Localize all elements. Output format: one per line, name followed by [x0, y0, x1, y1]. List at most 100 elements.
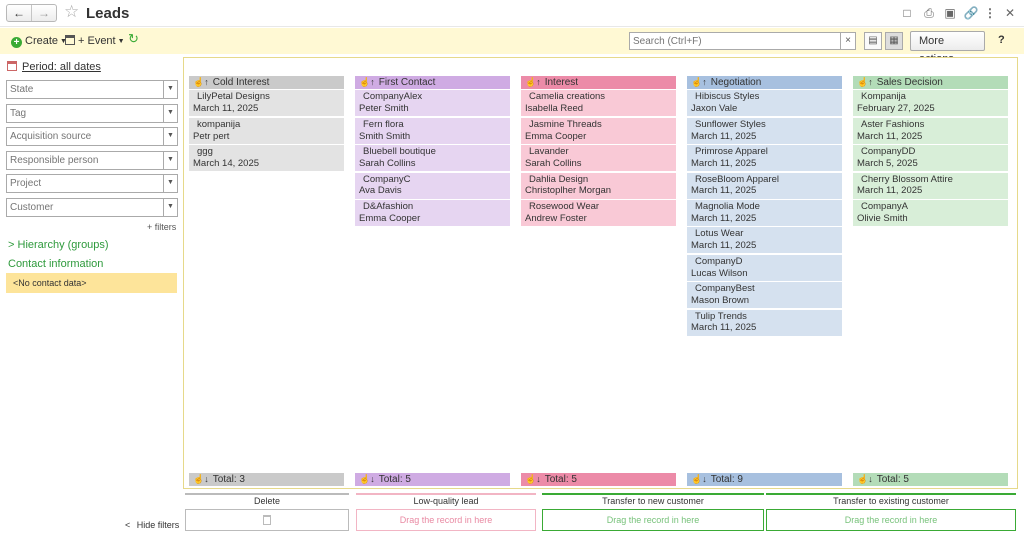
chevron-down-icon[interactable]: ▼: [163, 198, 177, 216]
clear-search-icon[interactable]: ×: [840, 33, 855, 49]
sort-down-icon[interactable]: ☝↓: [691, 474, 707, 484]
favorite-star-icon[interactable]: ☆: [64, 2, 80, 21]
filter-input[interactable]: [7, 151, 163, 169]
lead-detail: March 11, 2025: [691, 322, 757, 334]
help-button[interactable]: ?: [998, 34, 1005, 46]
lead-detail: Petr pert: [193, 130, 230, 142]
filter-input[interactable]: [7, 198, 163, 216]
sort-down-icon[interactable]: ☝↓: [857, 474, 873, 484]
filter-input[interactable]: [7, 104, 163, 122]
lead-card[interactable]: CompanyA Olivie Smith: [853, 199, 1008, 226]
lead-card[interactable]: Sunflower Styles March 11, 2025: [687, 117, 842, 144]
lead-card[interactable]: CompanyAlex Peter Smith: [355, 90, 510, 117]
chevron-down-icon[interactable]: ▼: [163, 81, 177, 98]
more-actions-button[interactable]: More actions▼: [910, 31, 985, 65]
column-header[interactable]: ☝↑ Sales Decision: [853, 76, 1008, 89]
hierarchy-toggle[interactable]: > Hierarchy (groups): [8, 239, 109, 251]
chevron-down-icon[interactable]: ▼: [163, 128, 177, 145]
refresh-icon[interactable]: ↻: [128, 31, 139, 46]
drop-target[interactable]: Drag the record in here: [356, 509, 536, 531]
filter-input[interactable]: [7, 175, 163, 192]
lead-detail: March 5, 2025: [857, 157, 918, 169]
preview-icon[interactable]: ▣: [944, 6, 956, 20]
sort-up-icon[interactable]: ☝↑: [691, 77, 707, 87]
chevron-down-icon[interactable]: ▼: [163, 151, 177, 169]
hide-filters-button[interactable]: < Hide filters: [125, 520, 179, 530]
lead-card[interactable]: Camelia creations Isabella Reed: [521, 90, 676, 117]
sort-up-icon[interactable]: ☝↑: [525, 77, 541, 87]
close-icon[interactable]: ✕: [1004, 6, 1016, 20]
filter-input[interactable]: [7, 81, 163, 98]
lead-detail: Andrew Foster: [525, 212, 587, 224]
lead-name: CompanyA: [861, 200, 908, 212]
chevron-left-icon: <: [125, 520, 131, 530]
link-icon[interactable]: 🔗: [963, 6, 979, 20]
column-total: ☝↓ Total: 9: [687, 473, 842, 486]
lead-name: Bluebell boutique: [363, 146, 436, 158]
lead-detail: Peter Smith: [359, 103, 409, 115]
total-label: Total: 5: [876, 474, 909, 485]
lead-card[interactable]: Bluebell boutique Sarah Collins: [355, 145, 510, 172]
lead-card[interactable]: CompanyDD March 5, 2025: [853, 145, 1008, 172]
lead-name: Lavander: [529, 146, 569, 158]
lead-card[interactable]: Tulip Trends March 11, 2025: [687, 309, 842, 336]
filter-input[interactable]: [7, 128, 163, 145]
lead-card[interactable]: Fern flora Smith Smith: [355, 117, 510, 144]
lead-card[interactable]: Lavander Sarah Collins: [521, 145, 676, 172]
lead-detail: Jaxon Vale: [691, 103, 738, 115]
drop-target[interactable]: Drag the record in here: [542, 509, 764, 531]
sort-up-icon[interactable]: ☝↑: [857, 77, 873, 87]
list-view-icon[interactable]: ▤: [864, 32, 882, 50]
lead-detail: Mason Brown: [691, 294, 750, 306]
lead-card[interactable]: RoseBloom Apparel March 11, 2025: [687, 172, 842, 199]
lead-card[interactable]: CompanyD Lucas Wilson: [687, 254, 842, 281]
lead-card[interactable]: D&Afashion Emma Cooper: [355, 199, 510, 226]
kanban-view-icon[interactable]: ▦: [885, 32, 903, 50]
lead-card[interactable]: Hibiscus Styles Jaxon Vale: [687, 90, 842, 117]
more-filters-link[interactable]: + filters: [147, 222, 177, 232]
lead-card[interactable]: Cherry Blossom Attire March 11, 2025: [853, 172, 1008, 199]
column-header[interactable]: ☝↑ Negotiation: [687, 76, 842, 89]
lead-card[interactable]: Rosewood Wear Andrew Foster: [521, 199, 676, 226]
search-input[interactable]: [630, 33, 840, 49]
save-icon[interactable]: □: [903, 6, 911, 20]
lead-card[interactable]: CompanyBest Mason Brown: [687, 282, 842, 309]
lead-name: LilyPetal Designs: [197, 91, 270, 103]
print-icon[interactable]: ⎙: [924, 6, 934, 20]
lead-card[interactable]: Aster Fashions March 11, 2025: [853, 117, 1008, 144]
lead-name: Jasmine Threads: [529, 118, 602, 130]
lead-name: Aster Fashions: [861, 118, 925, 130]
column-header[interactable]: ☝↑ First Contact: [355, 76, 510, 89]
lead-card[interactable]: ggg March 14, 2025: [189, 145, 344, 172]
chevron-down-icon[interactable]: ▼: [163, 175, 177, 192]
sort-down-icon[interactable]: ☝↓: [359, 474, 375, 484]
drop-target[interactable]: [185, 509, 349, 531]
lead-name: Rosewood Wear: [529, 200, 600, 212]
create-button[interactable]: + Create ▼: [11, 33, 67, 50]
sort-up-icon[interactable]: ☝↑: [193, 77, 209, 87]
lead-card[interactable]: Kompanija February 27, 2025: [853, 90, 1008, 117]
lead-card[interactable]: Magnolia Mode March 11, 2025: [687, 199, 842, 226]
drop-target[interactable]: Drag the record in here: [766, 509, 1016, 531]
chevron-down-icon[interactable]: ▼: [163, 104, 177, 122]
sort-down-icon[interactable]: ☝↓: [193, 474, 209, 484]
sort-up-icon[interactable]: ☝↑: [359, 77, 375, 87]
lead-card[interactable]: Primrose Apparel March 11, 2025: [687, 145, 842, 172]
period-selector[interactable]: Period: all dates: [7, 61, 101, 73]
sort-down-icon[interactable]: ☝↓: [525, 474, 541, 484]
column-total: ☝↓ Total: 5: [521, 473, 676, 486]
lead-name: RoseBloom Apparel: [695, 173, 779, 185]
kanban-board: ☝↑ Cold Interest LilyPetal Designs March 11…: [183, 57, 1018, 489]
back-arrow-icon[interactable]: ←: [13, 6, 25, 20]
more-vertical-icon[interactable]: ⋮: [984, 6, 996, 20]
column-header[interactable]: ☝↑ Cold Interest: [189, 76, 344, 89]
lead-card[interactable]: Lotus Wear March 11, 2025: [687, 227, 842, 254]
lead-card[interactable]: Dahlia Design Christoplher Morgan: [521, 172, 676, 199]
event-button[interactable]: + Event ▼: [65, 33, 125, 50]
lead-card[interactable]: kompanija Petr pert: [189, 117, 344, 144]
lead-card[interactable]: CompanyC Ava Davis: [355, 172, 510, 199]
forward-arrow-icon[interactable]: →: [31, 5, 56, 21]
column-header[interactable]: ☝↑ Interest: [521, 76, 676, 89]
lead-card[interactable]: Jasmine Threads Emma Cooper: [521, 117, 676, 144]
lead-card[interactable]: LilyPetal Designs March 11, 2025: [189, 90, 344, 117]
